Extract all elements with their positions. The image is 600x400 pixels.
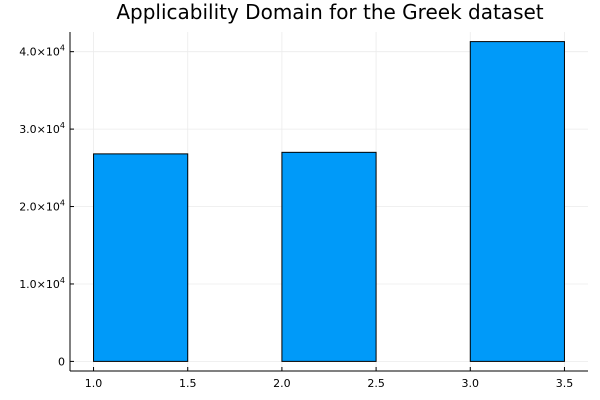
y-tick-label: 0 [58,355,65,368]
x-tick-label: 2.0 [273,377,291,390]
bar-3 [281,151,377,362]
y-tick-label: 1.0×104 [19,276,65,291]
axes [69,32,588,372]
x-tick-label: 1.5 [179,377,197,390]
bars [93,41,565,362]
bar-1 [93,153,189,362]
x-axis-ticks: 1.0 1.5 2.0 2.5 3.0 3.5 [85,367,573,390]
chart-title: Applicability Domain for the Greek datas… [116,0,543,24]
x-tick-label: 2.5 [367,377,385,390]
y-tick-label: 4.0×104 [19,44,65,59]
bar-5 [469,41,565,362]
y-tick-label: 3.0×104 [19,121,65,136]
y-tick-label: 2.0×104 [19,199,65,214]
x-tick-label: 3.0 [462,377,480,390]
x-tick-label: 3.5 [556,377,574,390]
x-tick-label: 1.0 [85,377,103,390]
y-axis-ticks: 0 1.0×104 2.0×104 3.0×104 4.0×104 [19,44,74,368]
